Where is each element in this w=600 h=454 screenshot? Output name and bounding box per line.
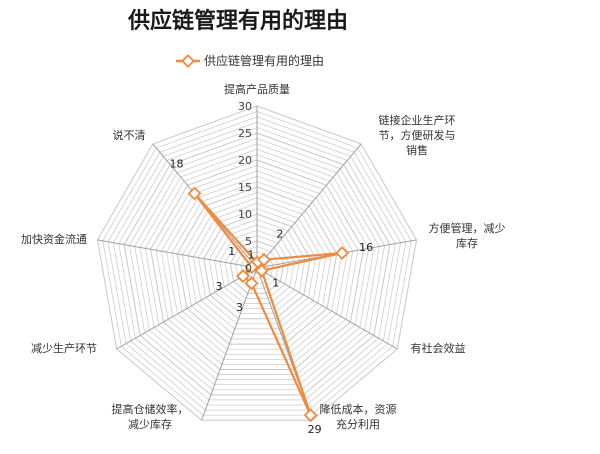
tick-label: 20	[238, 154, 252, 167]
series-line	[193, 192, 344, 417]
grid-ring	[107, 116, 407, 411]
grid-ring	[129, 138, 385, 391]
legend: 供应链管理有用的理由	[176, 53, 324, 68]
grid-ring	[160, 170, 354, 360]
tick-label: 10	[238, 208, 252, 221]
radar-series	[187, 186, 350, 423]
axis-spoke	[256, 267, 398, 350]
grid-ring	[203, 213, 311, 320]
category-label: 充分利用	[336, 417, 380, 431]
data-label: 1	[272, 277, 279, 290]
data-label: 16	[359, 241, 373, 254]
data-label: 18	[170, 158, 184, 171]
axis-spoke	[97, 239, 258, 269]
radar-labels: 0 5 10 15 20 25 30 1 2 16 1 29 33 1 18 提高产品质量链接企业生产环节，方…	[21, 82, 506, 436]
category-label: 说不清	[113, 128, 146, 142]
data-point	[303, 408, 318, 423]
category-label: 有社会效益	[411, 341, 466, 355]
grid-ring	[150, 159, 364, 370]
grid-ring	[208, 219, 306, 315]
grid-ring	[134, 143, 380, 386]
axis-spoke	[201, 267, 258, 421]
grid-ring	[198, 208, 316, 325]
grid-ring	[102, 111, 412, 416]
chart-title: 供应链管理有用的理由	[127, 8, 348, 34]
grid-ring	[155, 165, 359, 365]
category-label: 减少库存	[128, 417, 172, 431]
category-label: 销售	[406, 143, 428, 157]
axis-spoke	[116, 267, 258, 350]
data-point	[335, 246, 350, 260]
category-label: 方便管理，减少	[429, 221, 506, 235]
category-label: 降低成本，资源	[320, 402, 397, 416]
grid-ring	[139, 148, 375, 380]
grid-ring	[118, 127, 396, 401]
radar-grid	[96, 105, 418, 421]
legend-marker	[181, 54, 195, 68]
data-point	[187, 186, 202, 201]
grid-ring	[144, 154, 370, 375]
axis-spoke	[256, 143, 362, 269]
data-label: 3	[216, 280, 223, 293]
category-label: 节，方便研发与	[379, 128, 456, 142]
tick-label: 5	[245, 235, 252, 248]
grid-ring	[192, 202, 322, 330]
grid-ring	[219, 229, 295, 304]
tick-label: 0	[245, 262, 252, 275]
grid-ring	[182, 192, 332, 340]
grid-ring	[224, 235, 290, 299]
data-point	[236, 269, 250, 284]
data-label: 1	[248, 249, 255, 262]
tick-label: 25	[238, 127, 252, 140]
data-point	[244, 260, 259, 275]
data-point	[244, 276, 259, 291]
category-label: 减少生产环节	[31, 341, 97, 355]
data-point	[256, 252, 271, 267]
data-label: 29	[308, 423, 322, 436]
category-label: 提高仓储效率，	[112, 402, 189, 416]
grid-ring	[96, 105, 418, 421]
data-label: 3	[236, 301, 243, 314]
category-label: 提高产品质量	[224, 82, 290, 96]
grid-ring	[171, 181, 343, 350]
grid-ring	[113, 121, 401, 406]
tick-label: 30	[238, 100, 252, 113]
data-point	[254, 263, 269, 278]
legend-label: 供应链管理有用的理由	[204, 53, 324, 68]
tick-label: 15	[238, 181, 252, 194]
data-label: 1	[228, 245, 235, 258]
category-label: 链接企业生产环	[379, 113, 456, 127]
grid-ring	[176, 186, 338, 345]
grid-ring	[214, 224, 300, 309]
data-label: 2	[276, 228, 283, 241]
category-label: 库存	[456, 236, 478, 250]
category-label: 加快资金流通	[21, 232, 87, 246]
grid-ring	[166, 175, 348, 355]
grid-ring	[123, 132, 391, 396]
grid-ring	[187, 197, 327, 335]
